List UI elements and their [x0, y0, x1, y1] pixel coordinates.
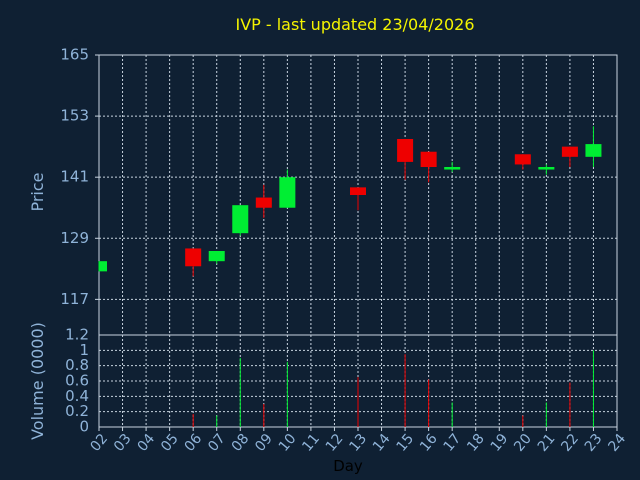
candle-body: [397, 139, 414, 162]
x-tick-label: 22: [558, 431, 582, 455]
candle-body: [99, 261, 107, 272]
candle-body: [208, 251, 225, 262]
x-tick-label: 04: [135, 431, 159, 455]
candle-body: [420, 151, 437, 167]
x-tick-label: 08: [229, 431, 253, 455]
candle: [514, 154, 531, 170]
chart-title: IVP - last updated 23/04/2026: [235, 15, 474, 34]
candle-body: [350, 187, 366, 195]
candle-body: [538, 167, 555, 170]
x-tick-label: 06: [182, 431, 206, 455]
x-tick-label: 24: [605, 431, 629, 455]
x-tick-label: 03: [111, 431, 135, 455]
price-tick-label: 153: [60, 107, 89, 125]
price-tick-label: 129: [60, 229, 89, 247]
price-axis-label: Price: [28, 172, 47, 211]
volume-tick-label: 1.2: [65, 326, 89, 344]
candle-body: [232, 205, 249, 234]
candle: [420, 151, 437, 183]
volume-tick-label: 0: [79, 418, 89, 436]
x-tick-label: 19: [488, 431, 512, 455]
volume-panel: 1.210.80.60.40.20: [65, 326, 618, 436]
candle-body: [444, 167, 461, 170]
x-tick-label: 12: [323, 431, 347, 455]
x-tick-label: 18: [464, 431, 488, 455]
x-tick-label: 23: [582, 431, 606, 455]
volume-axis-label: Volume (0000): [28, 322, 47, 440]
x-tick-label: 17: [441, 431, 465, 455]
x-tick-label: 14: [370, 431, 394, 455]
price-tick-label: 141: [60, 168, 89, 186]
x-axis-ticks: 02 03 04 05 06 07 08 09 10 11 12 13 14 15 16 17 18 19 20 21…: [87, 427, 629, 455]
candle-body: [561, 146, 578, 157]
volume-tick-label: 0.8: [65, 356, 89, 374]
x-tick-label: 20: [511, 431, 535, 455]
candle: [444, 161, 461, 173]
x-tick-label: 15: [394, 431, 418, 455]
candle: [255, 184, 272, 218]
candle: [538, 164, 555, 175]
candle-body: [585, 144, 602, 157]
candle: [98, 261, 107, 272]
price-panel: 165 153 141 129 117: [60, 46, 618, 336]
x-tick-label: 02: [87, 431, 111, 455]
price-tick-label: 117: [60, 290, 89, 308]
volume-tick-label: 0.2: [65, 402, 89, 420]
candle: [279, 169, 296, 208]
x-tick-label: 10: [276, 431, 300, 455]
x-tick-label: 13: [346, 431, 370, 455]
candle: [561, 146, 578, 167]
volume-tick-label: 1: [79, 341, 89, 359]
x-tick-label: 05: [158, 431, 182, 455]
candle-body: [279, 177, 296, 208]
candle: [397, 139, 414, 180]
candle-body: [185, 248, 202, 267]
candle: [585, 126, 602, 167]
candle: [350, 187, 366, 211]
x-tick-label: 11: [299, 431, 323, 455]
candle-body: [255, 197, 272, 208]
volume-tick-label: 0.6: [65, 372, 89, 390]
candle: [208, 251, 225, 264]
price-tick-label: 165: [60, 46, 89, 64]
candle: [232, 205, 249, 236]
volume-tick-label: 0.4: [65, 387, 89, 405]
x-tick-label: 09: [252, 431, 276, 455]
x-tick-label: 07: [205, 431, 229, 455]
x-tick-label: 21: [535, 431, 559, 455]
candle: [185, 248, 202, 277]
x-axis-label: Day: [333, 457, 363, 475]
candle-body: [514, 154, 531, 165]
x-tick-label: 16: [417, 431, 441, 455]
